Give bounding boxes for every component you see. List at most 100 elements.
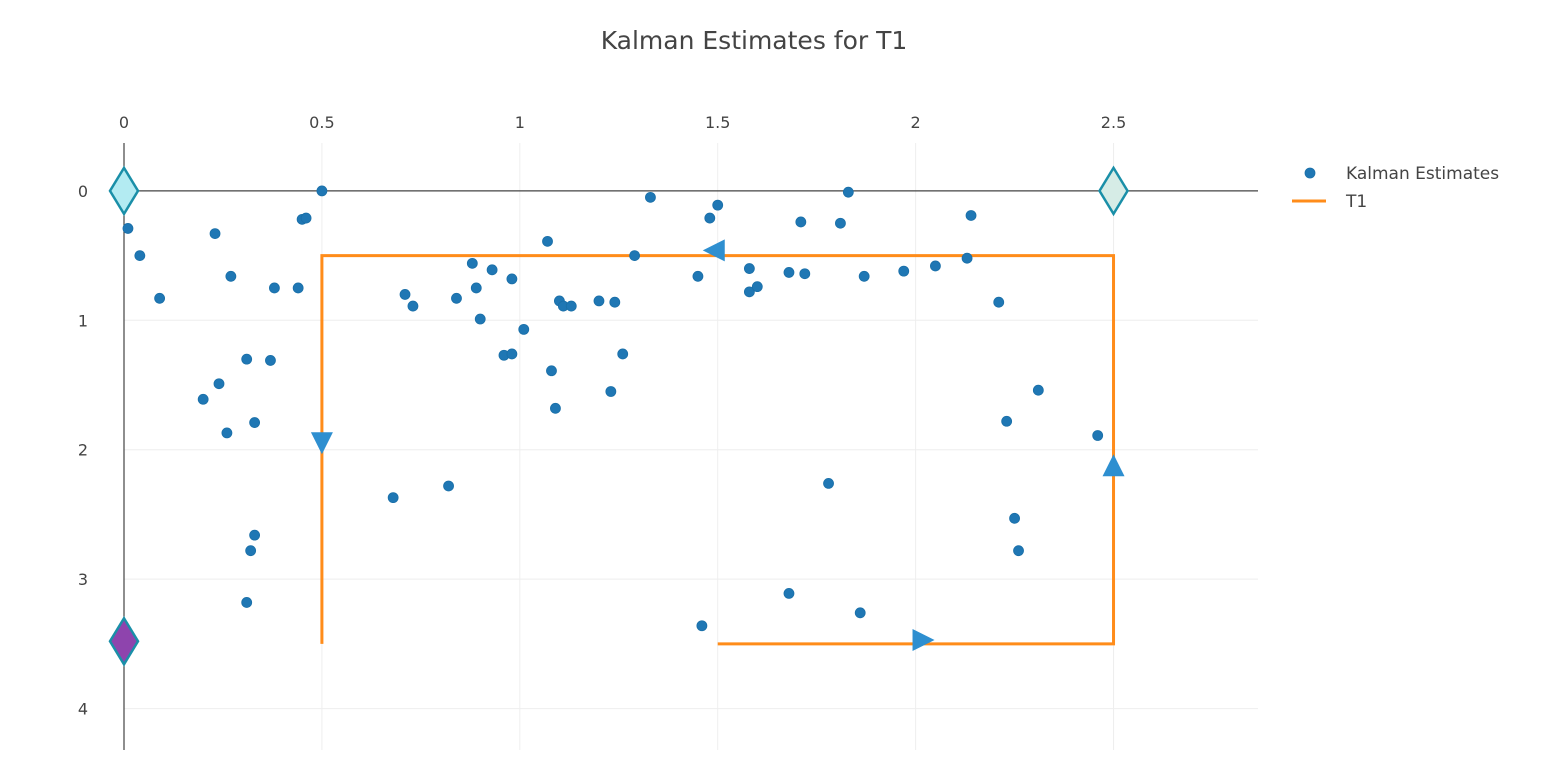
kalman-estimate-point [241, 353, 253, 365]
kalman-estimate-point [470, 282, 482, 294]
waypoint-diamond-icon [108, 165, 140, 217]
kalman-estimate-point [795, 216, 807, 228]
kalman-estimate-point [609, 296, 621, 308]
kalman-estimate-point [265, 355, 276, 366]
kalman-estimate-point [858, 270, 870, 282]
kalman-estimate-point [316, 185, 328, 197]
x-tick-label: 2 [911, 113, 921, 132]
kalman-estimate-point [387, 492, 399, 504]
kalman-estimate-point [506, 348, 518, 360]
kalman-estimate-point [712, 199, 724, 211]
kalman-estimate-point [835, 217, 846, 229]
y-tick-label: 4 [78, 700, 88, 719]
legend[interactable]: Kalman Estimates T1 [1292, 164, 1499, 212]
t1-path-layer [320, 254, 1116, 646]
kalman-estimate-point [965, 210, 977, 221]
kalman-estimate-point [751, 281, 763, 293]
kalman-points-layer [122, 185, 1104, 632]
kalman-estimate-point [1001, 415, 1013, 427]
y-tick-label: 3 [78, 570, 88, 589]
kalman-estimate-point [443, 480, 454, 492]
kalman-estimate-point [696, 620, 708, 632]
kalman-estimate-point [743, 263, 755, 274]
kalman-estimate-point [300, 212, 312, 224]
kalman-estimate-point [1013, 545, 1024, 557]
direction-arrow-left-icon [702, 239, 725, 262]
waypoint-diamond-icon [108, 615, 140, 667]
kalman-estimate-point [993, 296, 1005, 308]
direction-arrow-down-icon [310, 432, 333, 455]
kalman-estimate-point [209, 228, 221, 239]
kalman-estimate-point [241, 597, 253, 608]
kalman-estimate-point [269, 282, 280, 294]
kalman-estimate-point [961, 252, 973, 264]
kalman-estimate-point [842, 186, 854, 198]
kalman-estimate-point [399, 289, 411, 300]
kalman-estimate-point [221, 427, 233, 439]
kalman-estimate-point [518, 323, 530, 335]
kalman-estimate-point [692, 270, 704, 282]
kalman-estimate-point [783, 587, 795, 599]
kalman-estimate-point [783, 267, 795, 278]
kalman-estimate-point [629, 250, 640, 261]
t1-path-line [320, 254, 1116, 646]
direction-arrows-layer [310, 239, 1125, 651]
kalman-estimate-point [213, 378, 225, 390]
kalman-estimate-point [593, 295, 605, 307]
kalman-estimate-point [407, 300, 419, 312]
legend-marker-icon [1304, 167, 1316, 179]
waypoint-markers-layer [108, 165, 1129, 667]
kalman-estimate-point [474, 313, 486, 325]
kalman-estimate-point [292, 282, 304, 294]
x-tick-label: 1.5 [705, 113, 730, 132]
kalman-estimate-point [249, 529, 261, 541]
kalman-estimate-point [1009, 512, 1020, 524]
kalman-estimate-point [134, 250, 146, 261]
kalman-estimate-point [617, 348, 629, 360]
x-tick-label: 0 [119, 113, 129, 132]
kalman-estimate-point [1092, 430, 1104, 441]
kalman-estimate-point [605, 386, 617, 397]
kalman-estimate-point [704, 212, 716, 224]
kalman-estimate-point [854, 607, 866, 619]
direction-arrow-up-icon [1102, 454, 1125, 477]
kalman-estimate-point [823, 477, 834, 489]
kalman-estimate-point [550, 402, 561, 414]
chart-title: Kalman Estimates for T1 [601, 26, 908, 55]
kalman-estimate-point [743, 286, 755, 298]
direction-arrow-right-icon [912, 628, 935, 651]
grid-lines [124, 143, 1258, 750]
legend-label: T1 [1345, 192, 1367, 212]
x-tick-label: 1 [515, 113, 525, 132]
kalman-estimate-point [486, 264, 498, 276]
kalman-estimate-point [249, 417, 261, 428]
kalman-estimate-point [546, 365, 557, 377]
y-tick-label: 0 [78, 182, 88, 201]
axes: 0 0.5 1 1.5 2 2.5 0 1 2 3 4 [78, 113, 1258, 750]
legend-label: Kalman Estimates [1346, 164, 1499, 184]
legend-item[interactable]: Kalman Estimates [1304, 164, 1499, 184]
waypoint-diamond-icon [1098, 165, 1129, 217]
kalman-estimate-point [565, 300, 577, 312]
kalman-estimate-point [451, 292, 462, 304]
kalman-estimate-point [645, 191, 656, 203]
y-tick-label: 2 [78, 441, 88, 460]
kalman-estimate-point [930, 260, 941, 272]
kalman-estimate-point [506, 273, 518, 285]
kalman-estimate-point [197, 393, 209, 405]
kalman-estimate-point [466, 257, 478, 269]
kalman-estimate-point [799, 268, 811, 280]
x-tick-label: 2.5 [1101, 113, 1126, 132]
kalman-estimate-point [245, 545, 257, 557]
kalman-estimate-point [122, 223, 134, 234]
y-tick-label: 1 [78, 311, 88, 330]
kalman-estimate-point [542, 235, 553, 247]
kalman-estimate-point [898, 265, 910, 277]
kalman-estimate-point [154, 292, 166, 304]
kalman-estimate-point [225, 270, 237, 282]
legend-item[interactable]: T1 [1292, 192, 1367, 212]
x-tick-label: 0.5 [309, 113, 334, 132]
kalman-estimate-point [1032, 384, 1044, 396]
